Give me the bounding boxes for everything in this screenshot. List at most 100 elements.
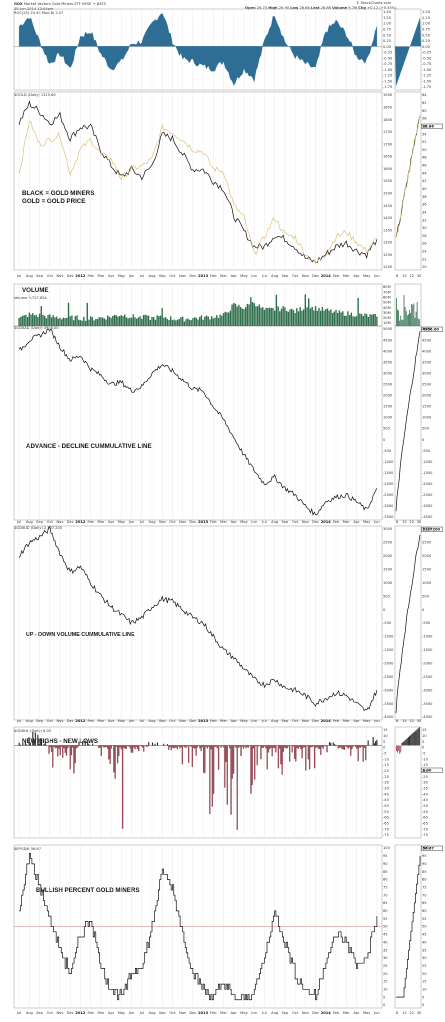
- volume-zoom-bar: [410, 312, 411, 326]
- ytick-zoom-bpi: 90: [422, 862, 427, 866]
- volume-zoom-bar: [406, 315, 408, 326]
- zoom-day-label: 30: [417, 1011, 422, 1015]
- nhnl-neg-bar: [190, 745, 192, 747]
- volume-bar: [72, 320, 75, 326]
- volume-bar: [146, 315, 148, 326]
- volume-bar: [348, 315, 351, 326]
- last-value-price: 26.86: [423, 125, 435, 129]
- ytick-bpi: 45: [383, 933, 388, 937]
- volume-bar: [372, 313, 375, 326]
- month-label: 2012: [75, 274, 86, 278]
- month-label: Apr: [108, 719, 115, 723]
- nhnl-neg-bar: [184, 745, 186, 748]
- nhnl-neg-bar: [313, 745, 316, 769]
- zoom-day-label: 30: [417, 274, 422, 278]
- volume-zoom-bar: [413, 303, 415, 326]
- volume-bar: [239, 306, 242, 326]
- ytick-nhnl: -70: [383, 827, 390, 831]
- ytick-zoom-roc: 1.50: [422, 10, 431, 14]
- volume-bar: [88, 319, 90, 326]
- advdec-zoom-line: [395, 331, 421, 512]
- month-label: Feb: [333, 274, 340, 278]
- ytick-price-gold: 1450: [383, 204, 393, 208]
- ytick-price-gold: 1500: [383, 191, 393, 195]
- nhnl-neg-bar: [171, 745, 174, 748]
- month-label: Dec: [189, 520, 196, 524]
- month-label: May: [363, 1011, 371, 1015]
- nhnl-neg-bar: [289, 745, 291, 762]
- volume-bar: [323, 310, 325, 326]
- month-label: May: [118, 520, 126, 524]
- ytick-updown: -2500: [383, 675, 394, 679]
- month-label: Nov: [56, 520, 64, 524]
- nhnl-neg-bar: [363, 745, 366, 748]
- volume-bar: [21, 315, 24, 326]
- volume-bar: [61, 319, 63, 326]
- ytick-zoom-nhnl: -30: [422, 781, 429, 785]
- month-label: Aug: [26, 719, 33, 723]
- ytick-zoom-nhnl: -50: [422, 804, 429, 808]
- nhnl-neg-bar: [337, 745, 339, 749]
- exchange: NYSE + BATS: [82, 2, 106, 6]
- month-label: Sep: [159, 1011, 166, 1015]
- volume-bar: [154, 319, 157, 326]
- month-label: Oct: [169, 520, 176, 524]
- nhnl-neg-bar: [209, 745, 211, 815]
- ytick-roc: -1.75: [383, 85, 392, 89]
- nhnl-pos-bar: [367, 740, 369, 746]
- ytick-nhnl: -25: [383, 775, 389, 779]
- nhnl-zoom-bar: [403, 741, 405, 746]
- volume-bar: [149, 320, 151, 326]
- ytick-price-miners: 48: [422, 156, 427, 160]
- zoom-day-label: 15: [402, 520, 407, 524]
- month-label: 2014: [321, 520, 332, 524]
- last-value-advdec: 4956.00: [423, 328, 440, 332]
- bpi-line: [19, 853, 378, 1001]
- month-label: Nov: [179, 1011, 187, 1015]
- month-label: Oct: [47, 1011, 54, 1015]
- nhnl-neg-bar: [168, 745, 170, 750]
- ytick-zoom-bpi: 30: [422, 956, 427, 960]
- ytick-advdec: -1500: [383, 471, 394, 475]
- nhnl-pos-bar: [156, 742, 159, 746]
- volume-bar: [335, 309, 337, 326]
- volume-bar: [190, 320, 192, 326]
- nhnl-pos-bar: [373, 743, 375, 746]
- nhnl-neg-bar: [98, 745, 100, 749]
- month-label: 2013: [198, 1011, 209, 1015]
- ytick-zoom-roc: -0.25: [422, 51, 431, 55]
- volume-bar: [354, 316, 356, 326]
- nhnl-zoom-bar: [398, 745, 400, 751]
- nhnl-neg-bar: [191, 745, 194, 767]
- ytick-zoom-advdec: -1500: [422, 471, 433, 475]
- nhnl-neg-bar: [131, 745, 134, 753]
- nhnl-neg-bar: [211, 745, 213, 807]
- ytick-volume: 40M: [383, 306, 391, 310]
- nhnl-neg-bar: [252, 745, 255, 749]
- nhnl-neg-bar: [315, 745, 317, 748]
- ytick-nhnl: -65: [383, 822, 389, 826]
- ytick-advdec: 1500: [383, 405, 393, 409]
- ytick-nhnl: -30: [383, 781, 390, 785]
- nhnl-neg-bar: [352, 745, 354, 747]
- nhnl-neg-bar: [186, 745, 189, 747]
- ytick-price-miners: 26: [422, 242, 427, 246]
- ytick-zoom-advdec: 3500: [422, 360, 432, 364]
- volume-bar: [139, 316, 141, 326]
- month-label: Sep: [36, 520, 43, 524]
- nhnl-neg-bar: [100, 745, 103, 757]
- ytick-roc: 0.75: [383, 28, 391, 32]
- ytick-zoom-nhnl: -15: [422, 763, 428, 767]
- nhnl-neg-bar: [129, 745, 131, 749]
- volume-bar: [246, 303, 249, 326]
- month-label: Aug: [271, 719, 278, 723]
- volume-bar: [38, 313, 41, 326]
- nhnl-zoom-bar: [401, 743, 403, 746]
- updown-line: [18, 525, 378, 712]
- ytick-zoom-updown: -2000: [422, 661, 433, 665]
- zoom-day-label: 8: [396, 274, 399, 278]
- ytick-zoom-nhnl: 5: [422, 740, 424, 744]
- ytick-bpi: 100: [383, 846, 391, 850]
- month-label: Dec: [67, 274, 74, 278]
- volume-bar: [365, 314, 368, 326]
